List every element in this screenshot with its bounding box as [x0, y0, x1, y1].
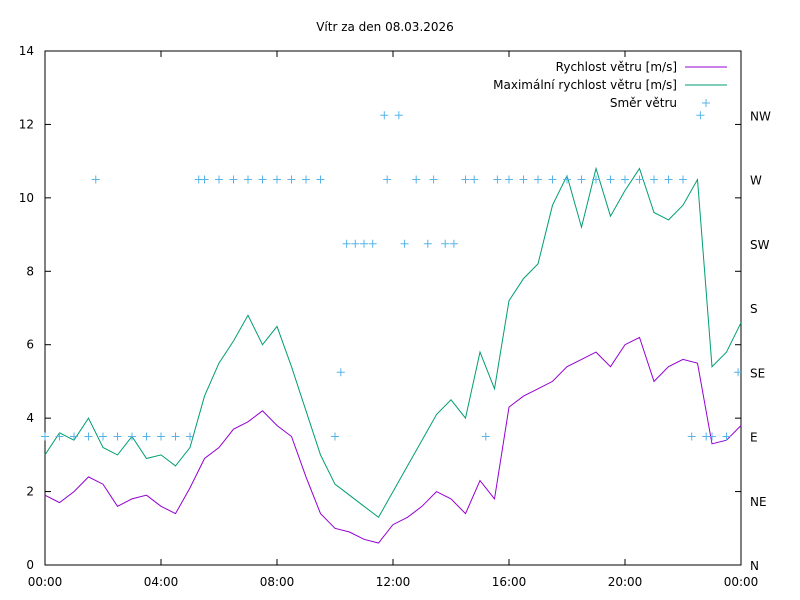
- direction-point: [461, 175, 470, 184]
- legend: Rychlost větru [m/s] Maximální rychlost v…: [493, 60, 727, 110]
- y2-tick-label: NE: [750, 495, 767, 509]
- direction-point: [84, 432, 93, 441]
- grid-frame: [44, 50, 742, 566]
- legend-label: Směr větru: [610, 96, 677, 110]
- y-tick-label: 12: [19, 117, 34, 131]
- y2-tick-label: SW: [750, 238, 770, 252]
- legend-label: Rychlost větru [m/s]: [556, 60, 677, 74]
- x-tick-label: 12:00: [376, 575, 411, 589]
- direction-point: [215, 175, 223, 184]
- direction-point: [302, 175, 310, 184]
- direction-point: [157, 432, 165, 441]
- direction-point: [244, 175, 252, 184]
- direction-point: [342, 239, 351, 248]
- direction-point: [91, 175, 100, 184]
- direction-point: [548, 175, 557, 184]
- direction-point: [734, 368, 743, 377]
- y2-tick-label: S: [750, 302, 758, 316]
- direction-point: [687, 432, 696, 441]
- y-tick-label: 6: [26, 338, 34, 352]
- direction-point: [493, 175, 502, 184]
- direction-point: [229, 175, 238, 184]
- y-tick-label: 0: [26, 558, 34, 572]
- x-axis: 00:00 04:00 08:00 12:00 16:00 20:00 00:00: [28, 51, 759, 589]
- direction-point: [679, 175, 687, 184]
- direction-point: [505, 175, 513, 184]
- direction-point: [368, 239, 377, 248]
- direction-point: [316, 175, 325, 184]
- direction-point: [99, 432, 107, 441]
- plot-frame: [44, 50, 742, 566]
- direction-point: [380, 111, 389, 120]
- x-tick-label: 16:00: [492, 575, 527, 589]
- x-tick-label: 00:00: [724, 575, 759, 589]
- direction-point: [534, 175, 542, 184]
- series-line-max-speed: [44, 166, 742, 519]
- direction-point: [519, 175, 528, 184]
- y2-tick-label: W: [750, 174, 762, 188]
- direction-point: [650, 175, 658, 184]
- direction-point: [383, 175, 392, 184]
- direction-point: [200, 175, 209, 184]
- y-tick-label: 2: [26, 485, 34, 499]
- direction-point: [142, 432, 151, 441]
- x-tick-label: 20:00: [608, 575, 643, 589]
- x-tick-label: 04:00: [144, 575, 179, 589]
- y-tick-label: 8: [26, 264, 34, 278]
- direction-point: [429, 175, 438, 184]
- direction-point: [331, 432, 339, 441]
- direction-point: [70, 432, 78, 441]
- chart-title: Vítr za den 08.03.2026: [316, 20, 454, 34]
- direction-point: [113, 432, 122, 441]
- y2-tick-label: SE: [750, 366, 765, 380]
- direction-point: [423, 239, 432, 248]
- direction-point: [577, 175, 586, 184]
- y-tick-label: 14: [19, 44, 34, 58]
- direction-point: [563, 175, 571, 184]
- direction-point: [470, 175, 479, 184]
- direction-point: [664, 175, 673, 184]
- direction-point: [696, 111, 705, 120]
- direction-point: [592, 175, 600, 184]
- y2-tick-label: NW: [750, 109, 771, 123]
- direction-point: [635, 175, 644, 184]
- direction-point: [273, 175, 281, 184]
- direction-point: [258, 175, 267, 184]
- y-axis-right: N NE E SE S SW W NW: [750, 109, 771, 573]
- series-line-speed: [44, 336, 742, 544]
- direction-point: [360, 239, 368, 248]
- direction-point: [412, 175, 421, 184]
- y-axis-left: 0 2 4 6 8 10 12 14: [19, 44, 741, 572]
- direction-point: [171, 432, 180, 441]
- legend-label: Maximální rychlost větru [m/s]: [493, 78, 677, 92]
- direction-point: [41, 432, 49, 441]
- direction-point: [287, 175, 296, 184]
- direction-point: [449, 239, 458, 248]
- legend-swatch: [702, 99, 710, 107]
- y2-tick-label: E: [750, 431, 758, 445]
- direction-point: [55, 432, 64, 441]
- x-tick-label: 00:00: [28, 575, 63, 589]
- direction-point: [351, 239, 360, 248]
- y-tick-label: 4: [26, 411, 34, 425]
- direction-point: [336, 368, 345, 377]
- direction-point: [394, 111, 403, 120]
- direction-point: [621, 175, 629, 184]
- y-tick-label: 10: [19, 191, 34, 205]
- direction-point: [708, 432, 716, 441]
- y2-tick-label: N: [750, 559, 759, 573]
- series-group: [41, 111, 743, 544]
- direction-point: [186, 432, 194, 441]
- direction-point: [722, 432, 731, 441]
- direction-point: [606, 175, 615, 184]
- direction-point: [481, 432, 490, 441]
- direction-point: [441, 239, 450, 248]
- direction-point: [128, 432, 136, 441]
- x-tick-label: 08:00: [260, 575, 295, 589]
- direction-point: [400, 239, 409, 248]
